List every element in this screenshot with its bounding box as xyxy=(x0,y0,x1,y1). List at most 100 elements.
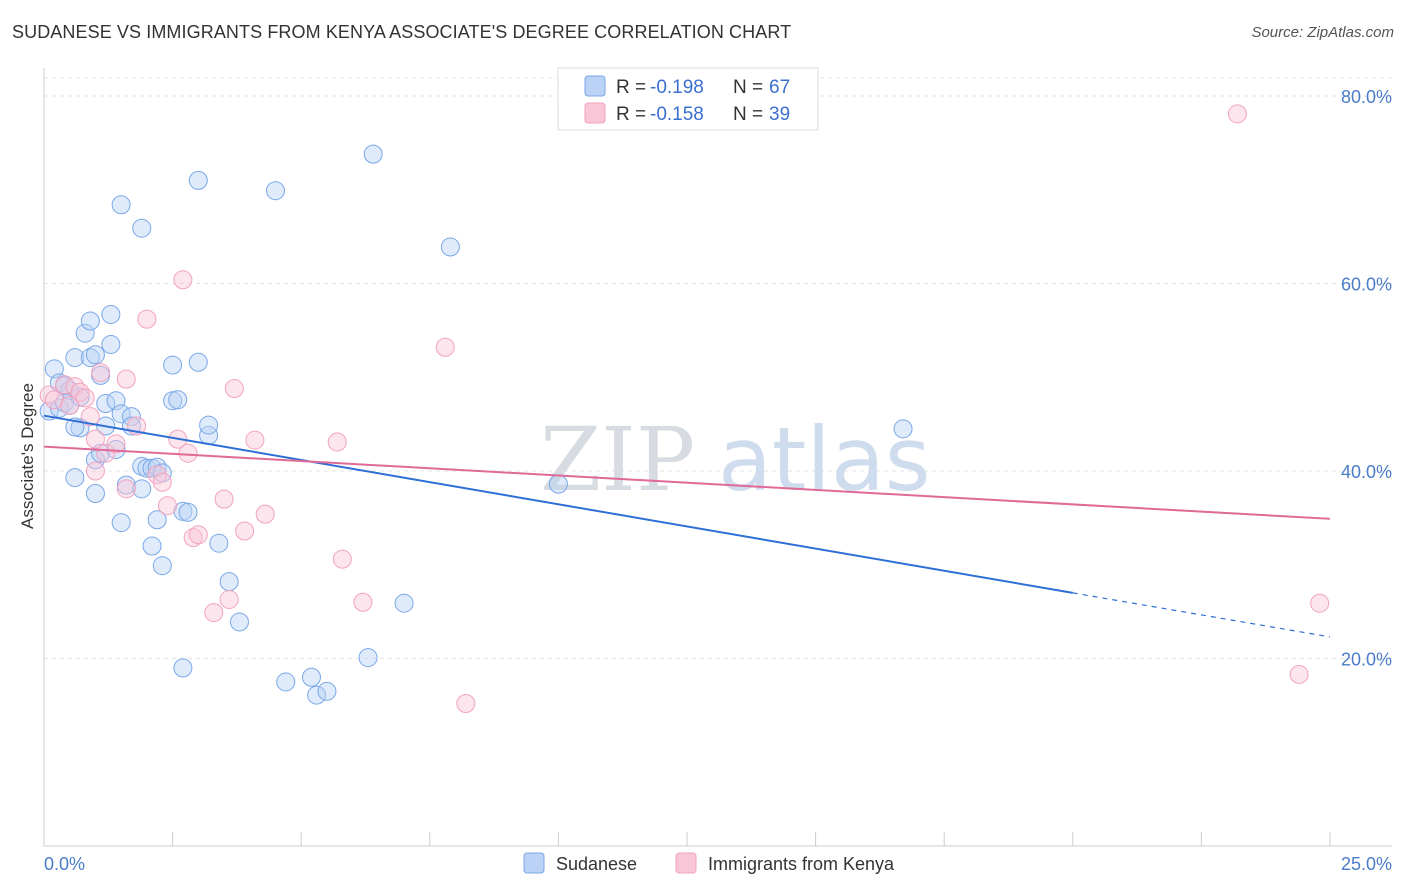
legend-r-value-1: -0.198 xyxy=(650,77,704,98)
data-point xyxy=(893,419,913,439)
data-point xyxy=(219,589,239,609)
legend-r-label-2: R = xyxy=(616,104,646,125)
data-point xyxy=(394,593,414,613)
data-point xyxy=(168,390,188,410)
data-point xyxy=(152,556,172,576)
series-sudanese-points xyxy=(39,144,913,705)
legend-n-value-1: 67 xyxy=(769,77,790,98)
data-point xyxy=(188,525,208,545)
data-point xyxy=(214,489,234,509)
data-point xyxy=(157,496,177,516)
data-point xyxy=(229,612,249,632)
data-point xyxy=(1310,593,1330,613)
data-point xyxy=(178,443,198,463)
data-point xyxy=(142,458,162,478)
legend-n-value-2: 39 xyxy=(769,104,790,125)
data-point xyxy=(137,458,157,478)
y-tick-labels: 20.0% 40.0% 60.0% 80.0% xyxy=(1341,87,1392,670)
data-point xyxy=(235,521,255,541)
data-point xyxy=(173,270,193,290)
bottom-legend-label-sudanese: Sudanese xyxy=(556,854,637,874)
data-point xyxy=(163,391,183,411)
trend-line-sudanese xyxy=(43,414,1073,594)
x-tick-label-max: 25.0% xyxy=(1341,854,1392,874)
legend-r-value-2: -0.158 xyxy=(650,104,704,125)
data-point xyxy=(1227,104,1247,124)
data-point xyxy=(173,658,193,678)
data-point xyxy=(101,304,121,324)
data-point xyxy=(147,510,167,530)
stats-legend: R = -0.198 N = 67 R = -0.158 N = 39 xyxy=(557,67,819,131)
data-point xyxy=(245,430,265,450)
bottom-legend-swatch-sudanese xyxy=(523,852,545,874)
trend-line-kenya xyxy=(43,445,1331,520)
axes xyxy=(43,68,1392,847)
data-point xyxy=(317,681,337,701)
data-point xyxy=(183,528,203,548)
data-point xyxy=(91,363,111,383)
y-tick-label-60: 60.0% xyxy=(1341,275,1392,295)
data-point xyxy=(116,479,136,499)
data-point xyxy=(106,434,126,454)
data-point xyxy=(188,352,208,372)
data-point xyxy=(147,457,167,477)
x-ticks xyxy=(172,832,1331,846)
series-legend: Sudanese Immigrants from Kenya xyxy=(523,852,895,874)
gridlines xyxy=(44,77,1392,659)
y-tick-label-40: 40.0% xyxy=(1341,462,1392,482)
data-point xyxy=(85,450,105,470)
data-point xyxy=(80,311,100,331)
legend-swatch-kenya xyxy=(584,102,606,124)
legend-r-label-1: R = xyxy=(616,77,646,98)
bottom-legend-label-kenya: Immigrants from Kenya xyxy=(708,854,895,874)
data-point xyxy=(548,474,568,494)
trend-line-sudanese-extension xyxy=(1072,592,1331,638)
data-point xyxy=(85,345,105,365)
chart-title: SUDANESE VS IMMIGRANTS FROM KENYA ASSOCI… xyxy=(12,22,792,42)
bottom-legend-swatch-kenya xyxy=(675,852,697,874)
data-point xyxy=(327,432,347,452)
data-point xyxy=(435,337,455,357)
legend-swatch-sudanese xyxy=(584,75,606,97)
legend-n-label-2: N = xyxy=(733,104,763,125)
data-point xyxy=(80,348,100,368)
data-point xyxy=(307,685,327,705)
data-point xyxy=(60,395,80,415)
watermark-zip: ZIP xyxy=(540,408,695,511)
data-point xyxy=(204,603,224,623)
data-point xyxy=(85,461,105,481)
data-point xyxy=(209,533,229,553)
data-point xyxy=(358,648,378,668)
data-point xyxy=(65,348,85,368)
data-point xyxy=(85,484,105,503)
x-tick-label-min: 0.0% xyxy=(44,854,85,874)
data-point xyxy=(276,672,296,692)
y-axis-title: Associate's Degree xyxy=(18,383,37,529)
data-point xyxy=(224,379,244,398)
data-point xyxy=(132,218,152,238)
trend-lines xyxy=(43,414,1331,638)
data-point xyxy=(199,415,219,435)
data-point xyxy=(255,504,275,524)
series-kenya-points xyxy=(39,104,1330,713)
y-tick-label-20: 20.0% xyxy=(1341,650,1392,670)
data-point xyxy=(440,237,460,257)
data-point xyxy=(188,170,208,190)
data-point xyxy=(219,572,239,592)
data-point xyxy=(132,479,152,499)
data-point xyxy=(85,429,105,449)
data-point xyxy=(152,472,172,492)
data-point xyxy=(265,181,285,201)
data-point xyxy=(70,382,90,402)
data-point xyxy=(178,502,198,522)
data-point xyxy=(301,667,321,687)
data-point xyxy=(101,334,121,354)
data-point xyxy=(75,323,95,343)
source-label: Source: ZipAtlas.com xyxy=(1251,24,1394,41)
data-point xyxy=(44,359,64,379)
data-point xyxy=(111,195,131,215)
y-tick-label-80: 80.0% xyxy=(1341,87,1392,107)
data-point xyxy=(456,694,476,713)
data-point xyxy=(65,468,85,488)
